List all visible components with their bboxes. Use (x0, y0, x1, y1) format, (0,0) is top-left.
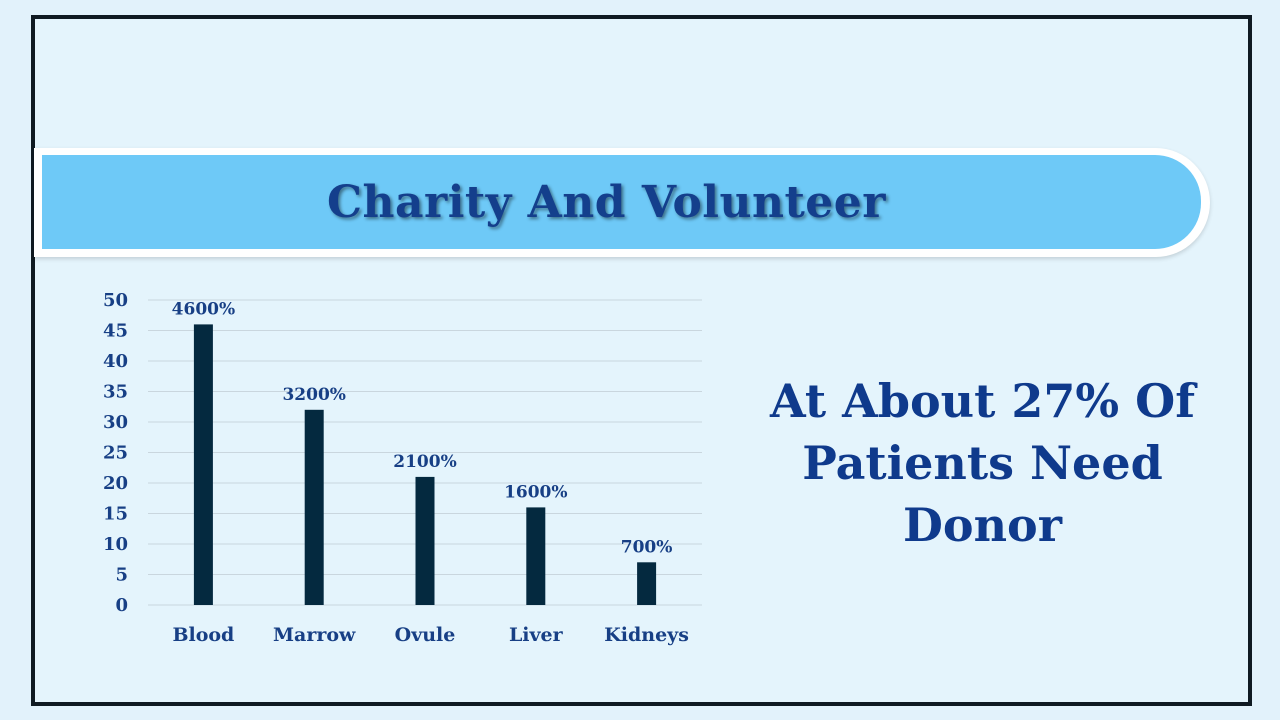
data-label: 700% (621, 537, 673, 557)
title-banner: Charity And Volunteer (34, 148, 1210, 257)
y-tick-label: 20 (103, 473, 128, 494)
y-tick-label: 5 (115, 565, 128, 586)
y-tick-label: 35 (103, 382, 128, 403)
bar (415, 476, 435, 605)
y-tick-label: 10 (103, 534, 128, 555)
data-label: 1600% (504, 482, 567, 502)
slide-title: Charity And Volunteer (327, 176, 886, 228)
title-banner-fill: Charity And Volunteer (42, 155, 1201, 249)
bar-chart: 0 5 10 15 20 25 30 35 40 45 50 4600% Blood 3200% Marro… (90, 285, 720, 655)
bar (526, 507, 546, 605)
x-tick-label: Marrow (273, 624, 356, 646)
y-tick-label: 0 (115, 595, 128, 616)
x-tick-label: Ovule (395, 624, 456, 646)
y-tick-label: 50 (103, 290, 128, 311)
x-tick-label: Kidneys (604, 624, 689, 646)
bar (304, 409, 324, 605)
bar (193, 324, 213, 605)
y-tick-label: 30 (103, 412, 128, 433)
x-tick-label: Liver (509, 624, 564, 646)
y-tick-label: 45 (103, 321, 128, 342)
data-label: 2100% (393, 452, 456, 472)
y-tick-label: 15 (103, 504, 128, 525)
x-tick-label: Blood (172, 624, 234, 646)
bar (637, 562, 657, 605)
side-statement: At About 27% Of Patients Need Donor (770, 374, 1195, 552)
y-tick-label: 40 (103, 351, 128, 372)
y-tick-label: 25 (103, 443, 128, 464)
data-label: 4600% (172, 299, 235, 319)
bar-chart-svg: 0 5 10 15 20 25 30 35 40 45 50 4600% Blood 3200% Marro… (103, 290, 702, 646)
data-label: 3200% (282, 385, 345, 405)
